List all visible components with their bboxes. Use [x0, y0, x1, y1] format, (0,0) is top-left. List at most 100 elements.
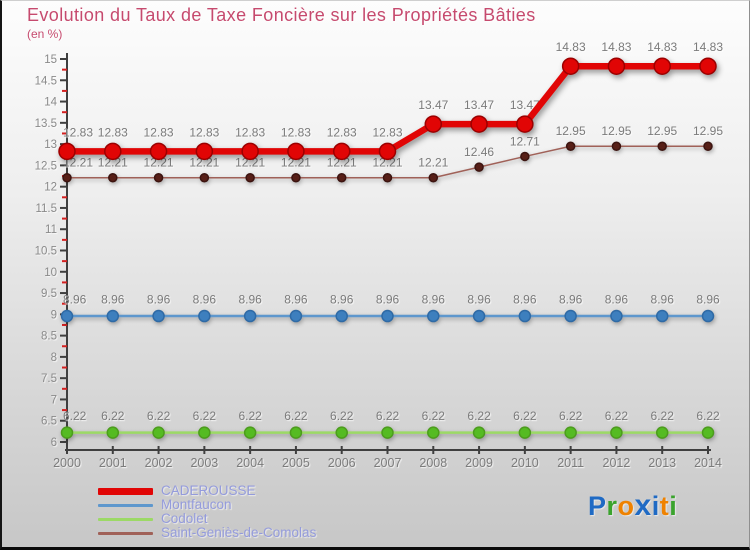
logo-letter: o — [617, 491, 635, 521]
data-point-marker — [289, 309, 303, 323]
data-point-label: 6.22 — [559, 409, 583, 423]
y-tick-label: 10 — [44, 267, 57, 279]
data-point-marker — [195, 142, 214, 161]
y-tick-label: 13.5 — [35, 118, 57, 130]
data-point-marker — [381, 426, 394, 439]
x-tick-label: 2004 — [236, 456, 264, 470]
data-point-label: 14.83 — [647, 40, 677, 54]
data-point-marker — [58, 142, 76, 161]
data-point-marker — [106, 426, 120, 439]
data-point-label: 6.22 — [467, 409, 491, 423]
series-labels-Saint-Geniès-de-Comolas: 12.21 12.21 12.21 12.21 12.21 12.21 12.21 12.21… — [63, 124, 723, 169]
data-point-marker — [60, 426, 74, 439]
y-tick-label: 6.5 — [41, 416, 57, 428]
series-labels-Codolet: 6.22 6.22 6.22 6.22 6.22 6.22 6.22 6.22 6.22 6.22… — [63, 409, 720, 423]
data-point-label: 12.21 — [98, 156, 128, 170]
x-tick-label: 2007 — [374, 456, 402, 470]
data-point-marker — [472, 426, 486, 439]
legend-line-sample — [98, 517, 153, 521]
data-point-label: 12.83 — [63, 125, 93, 139]
y-tick-label: 11 — [45, 224, 57, 236]
data-point-marker — [381, 309, 394, 323]
chart-subtitle: (en %) — [27, 27, 63, 41]
y-tick-label: 12 — [44, 182, 57, 194]
data-point-label: 8.96 — [63, 293, 87, 307]
legend-item-CADEROUSSE: CADEROUSSE — [98, 484, 316, 498]
data-point-marker — [428, 172, 439, 183]
data-point-label: 8.96 — [605, 293, 629, 307]
logo-letter: i — [651, 491, 660, 521]
data-point-label: 13.47 — [464, 98, 494, 112]
data-point-label: 12.21 — [372, 156, 402, 170]
x-tick-label: 2003 — [190, 456, 218, 470]
data-point-label: 12.83 — [189, 125, 219, 139]
data-point-label: 8.96 — [147, 293, 171, 307]
data-point-label: 14.83 — [601, 40, 631, 54]
data-point-marker — [287, 142, 305, 161]
data-point-marker — [561, 57, 580, 75]
data-point-marker — [198, 426, 211, 439]
data-point-marker — [289, 426, 303, 439]
data-point-marker — [520, 151, 530, 162]
x-tick-label: 2010 — [511, 456, 539, 470]
logo-letter: x — [634, 489, 652, 522]
data-point-label: 12.95 — [556, 124, 586, 138]
data-point-marker — [149, 142, 168, 161]
chart-svg: 6 6.5 7 7.5 8 8.5 9 9.5 10 10.5 11 11.5 12 12.5 13 13.5… — [35, 40, 724, 470]
data-point-marker — [610, 309, 623, 323]
data-point-label: 12.83 — [235, 125, 265, 139]
logo-letter: P — [588, 491, 607, 521]
data-point-label: 8.96 — [559, 293, 583, 307]
data-point-label: 13.47 — [510, 98, 540, 112]
data-point-marker — [335, 426, 348, 439]
data-point-label: 8.96 — [101, 293, 125, 307]
x-tick-label: 2009 — [465, 456, 493, 470]
series-labels-CADEROUSSE: 12.83 12.83 12.83 12.83 12.83 12.83 12.83 12.83… — [63, 40, 723, 139]
data-point-label: 8.96 — [696, 293, 720, 307]
logo-letter: i — [669, 491, 678, 521]
y-tick-label: 11.5 — [35, 203, 57, 215]
y-tick-label: 14.5 — [35, 75, 57, 87]
data-point-marker — [655, 426, 669, 439]
data-point-label: 12.21 — [327, 156, 357, 170]
data-point-marker — [607, 57, 626, 75]
legend-label: Montfaucon — [161, 497, 232, 512]
y-tick-label: 10.5 — [35, 246, 57, 258]
y-tick-label: 7 — [51, 394, 57, 406]
y-tick-label: 15 — [44, 54, 57, 66]
data-point-marker — [198, 309, 211, 323]
data-point-label: 12.21 — [189, 156, 219, 170]
data-point-label: 12.83 — [281, 125, 311, 139]
data-point-label: 8.96 — [284, 293, 308, 307]
legend-line-sample — [98, 531, 153, 535]
data-point-label: 12.95 — [647, 124, 677, 138]
data-point-marker — [108, 172, 118, 183]
data-point-marker — [199, 172, 210, 183]
x-tick-label: 2013 — [648, 456, 676, 470]
data-point-marker — [516, 115, 534, 133]
data-point-marker — [243, 309, 257, 323]
data-point-label: 8.96 — [467, 293, 491, 307]
data-point-marker — [653, 57, 671, 75]
x-tick-label: 2014 — [694, 456, 722, 470]
y-tick-label: 8 — [51, 352, 57, 364]
data-point-label: 6.22 — [238, 409, 262, 423]
legend-item-Codolet: Codolet — [98, 512, 316, 526]
x-tick-label: 2000 — [53, 456, 81, 470]
data-point-marker — [470, 115, 488, 133]
x-tick-label: 2008 — [419, 456, 447, 470]
data-point-marker — [427, 309, 440, 323]
proxiti-logo[interactable]: Proxiti — [588, 491, 677, 522]
y-tick-label: 9.5 — [41, 288, 57, 300]
legend-item-Montfaucon: Montfaucon — [98, 498, 316, 512]
data-point-label: 6.22 — [651, 409, 675, 423]
series-labels-Montfaucon: 8.96 8.96 8.96 8.96 8.96 8.96 8.96 8.96 8.96 8.96… — [63, 293, 720, 307]
data-point-marker — [104, 142, 122, 161]
data-point-label: 8.96 — [513, 293, 537, 307]
data-point-marker — [518, 309, 532, 323]
data-point-marker — [703, 141, 713, 151]
data-point-label: 8.96 — [651, 293, 675, 307]
logo-letter: r — [606, 491, 618, 521]
data-point-label: 12.83 — [98, 125, 128, 139]
